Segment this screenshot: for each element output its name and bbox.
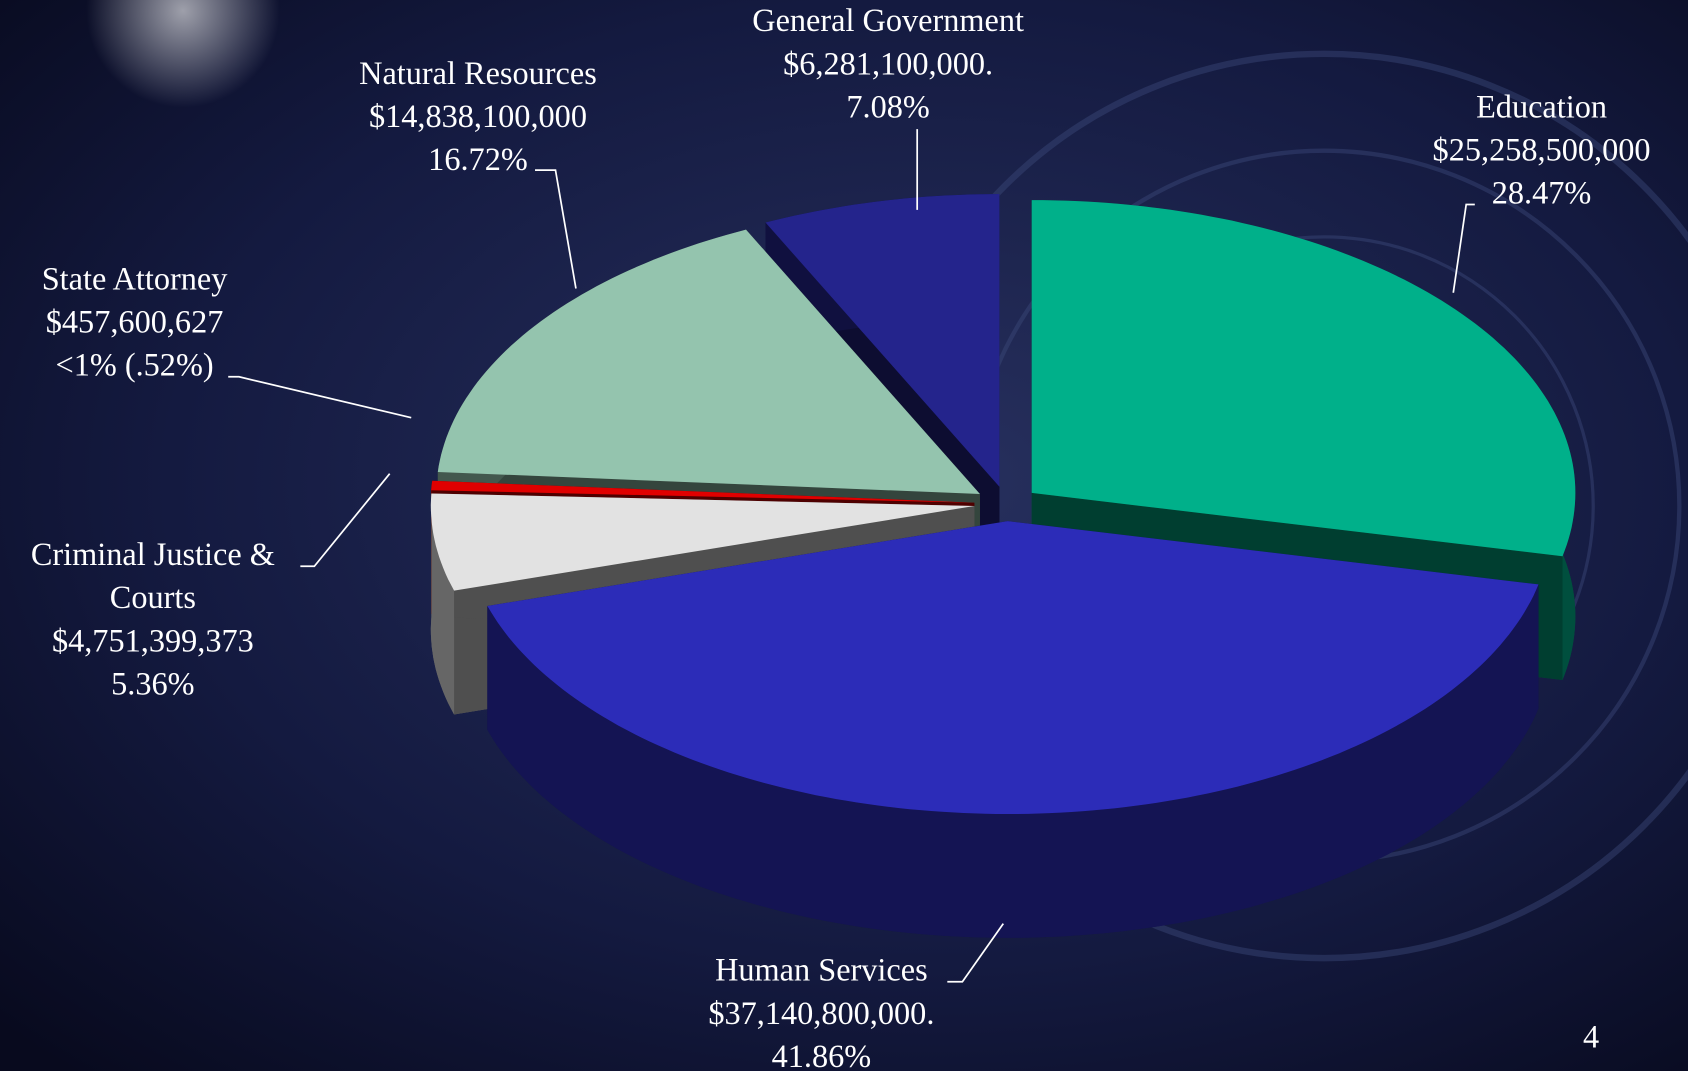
data-label: Human Services $37,140,800,000. 41.86% [649, 949, 993, 1071]
category-label: Education [1476, 89, 1608, 125]
slice [430, 493, 975, 591]
pie [430, 193, 1576, 938]
glow [86, 0, 280, 108]
percent-label: 16.72% [428, 142, 528, 178]
data-label: State Attorney $457,600,627 <1% (.52%) [0, 258, 275, 387]
percent-label: 7.08% [846, 89, 930, 125]
value-label: $37,140,800,000. [708, 995, 935, 1032]
percent-label: 28.47% [1491, 175, 1592, 211]
percent-label: 5.36% [111, 666, 195, 702]
slice-side [487, 584, 1539, 938]
percent-label: 41.86% [771, 1038, 872, 1071]
data-label: General Government $6,281,100,000. 7.08% [705, 0, 1071, 129]
value-label: $4,751,399,373 [51, 623, 254, 659]
category-label: Human Services [715, 952, 928, 989]
value-label: $14,838,100,000 [368, 99, 587, 135]
slice-side [430, 493, 455, 715]
slice [431, 480, 975, 503]
leader-lines [228, 129, 1475, 983]
category-label: General Government [752, 3, 1024, 39]
data-label: Education $25,258,500,000 28.47% [1380, 86, 1688, 215]
category-label: Natural Resources [359, 55, 597, 92]
slice [487, 521, 1539, 814]
data-label: Natural Resources $14,838,100,000 16.72% [316, 53, 639, 182]
value-label: $6,281,100,000. [783, 46, 994, 82]
slice [487, 521, 1539, 938]
category-label: Criminal Justice & Courts [30, 537, 275, 616]
value-label: $457,600,627 [45, 304, 224, 341]
data-label: Criminal Justice & Courts $4,751,399,373 5… [5, 534, 301, 706]
percent-label: <1% (.52%) [55, 347, 214, 384]
slice [765, 193, 1000, 487]
category-label: State Attorney [41, 261, 228, 298]
slice [437, 229, 980, 495]
slice [1031, 200, 1576, 557]
value-label: $25,258,500,000 [1432, 132, 1651, 168]
slide-number: 4 [1582, 1019, 1600, 1055]
